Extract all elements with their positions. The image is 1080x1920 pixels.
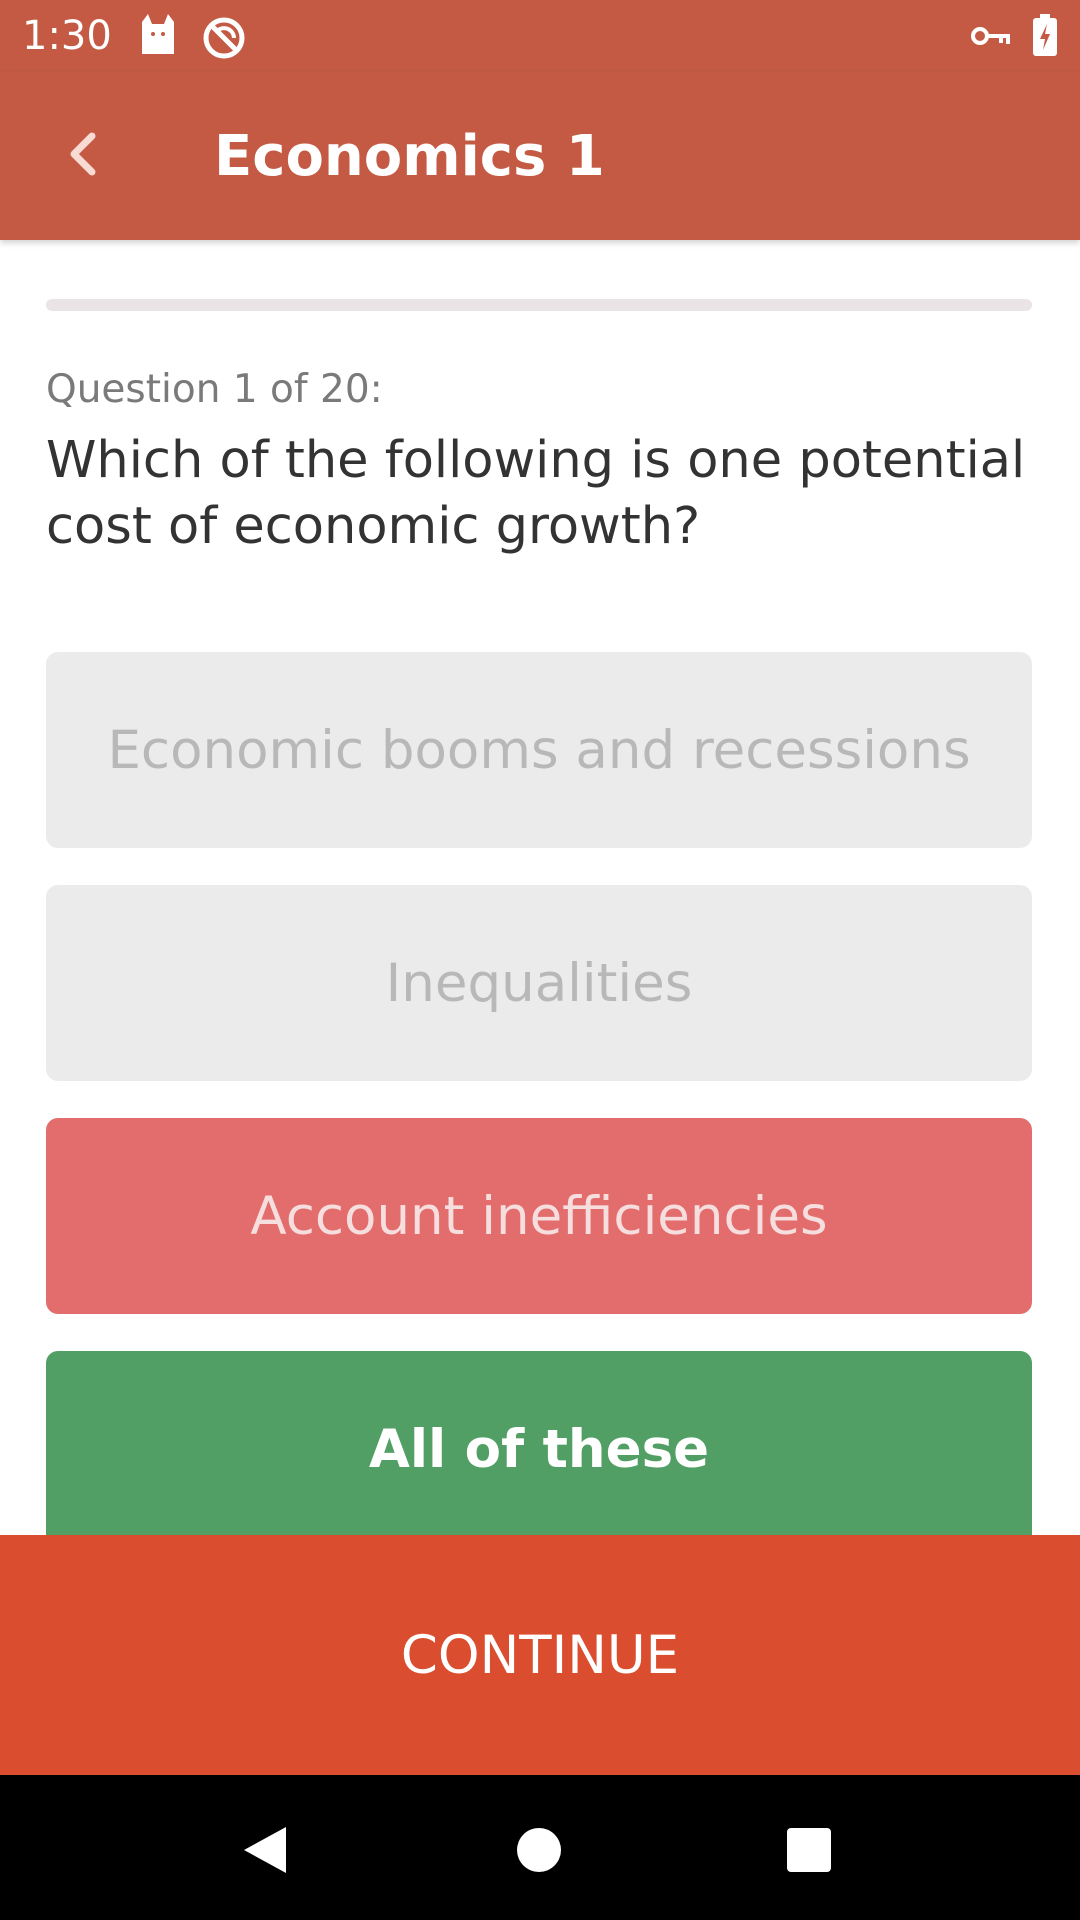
nav-back-icon[interactable]	[240, 1825, 290, 1875]
answer-option-4[interactable]: All of these	[46, 1351, 1032, 1547]
answer-option-1[interactable]: Economic booms and recessions	[46, 652, 1032, 848]
status-bar: 1:30	[0, 0, 1080, 72]
nosync-icon	[203, 17, 245, 59]
chevron-left-icon[interactable]	[60, 124, 104, 184]
battery-charging-icon	[1033, 14, 1057, 56]
continue-button[interactable]: CONTINUE	[0, 1535, 1080, 1775]
answer-option-label: Account inefficiencies	[250, 1185, 828, 1247]
navigation-bar	[0, 1775, 1080, 1920]
cat-icon	[142, 14, 174, 54]
answer-option-label: All of these	[368, 1418, 710, 1480]
page-title: Economics 1	[214, 124, 605, 189]
nav-recents-icon[interactable]	[786, 1827, 832, 1873]
continue-label: CONTINUE	[400, 1624, 680, 1686]
status-time: 1:30	[22, 13, 112, 59]
quiz-progress-bar	[46, 299, 1032, 311]
key-icon	[971, 27, 1010, 45]
answer-option-2[interactable]: Inequalities	[46, 885, 1032, 1081]
question-text: Which of the following is one potential …	[46, 431, 1026, 556]
nav-home-icon[interactable]	[516, 1827, 562, 1873]
answer-option-label: Economic booms and recessions	[107, 719, 971, 781]
answer-option-label: Inequalities	[385, 952, 693, 1014]
app-bar: Economics 1	[0, 72, 1080, 240]
answer-option-3[interactable]: Account inefficiencies	[46, 1118, 1032, 1314]
question-counter: Question 1 of 20:	[46, 367, 383, 412]
